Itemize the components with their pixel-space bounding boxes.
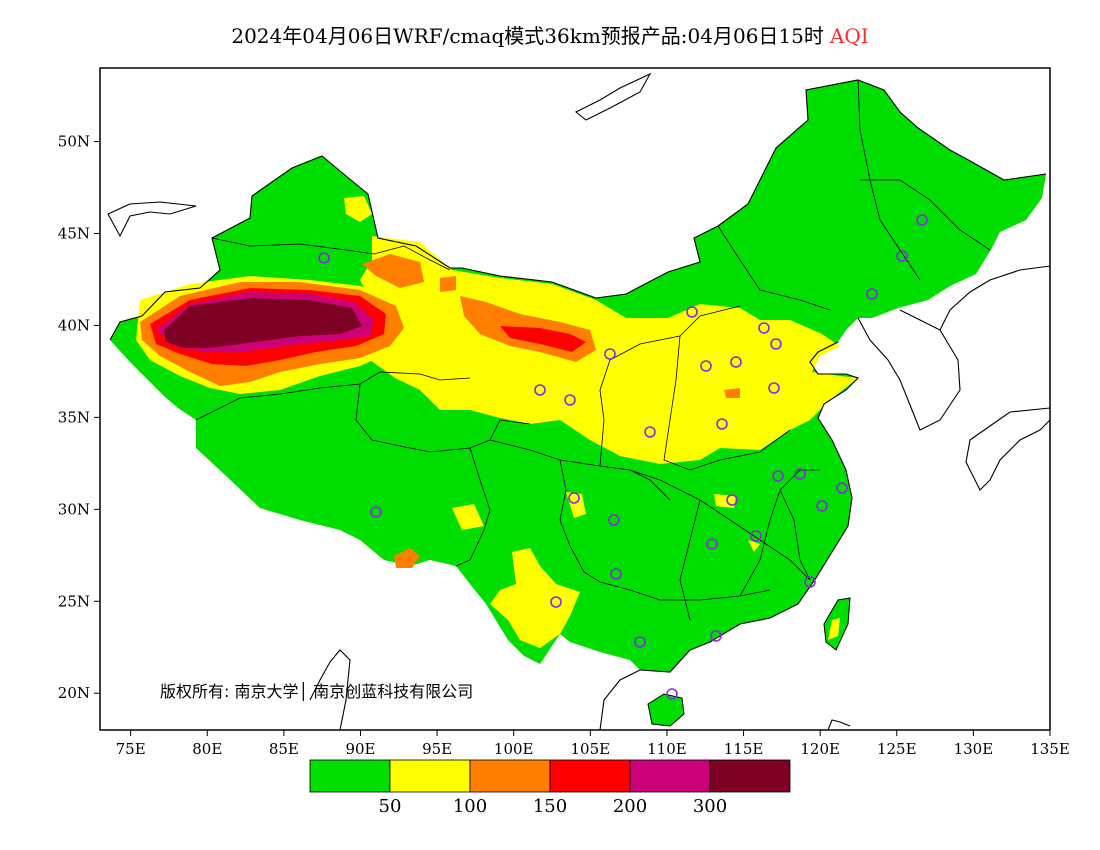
- coastlines: [107, 72, 1051, 731]
- x-tick-label: 85E: [269, 740, 299, 758]
- y-tick-label: 45N: [58, 225, 90, 243]
- station-marker: [604, 348, 616, 360]
- station-marker: [534, 384, 546, 396]
- aqi-zone-red-gansu: [500, 326, 586, 352]
- legend-label: 50: [379, 796, 402, 817]
- station-marker: [568, 492, 580, 504]
- copyright-text: 版权所有: 南京大学│ 南京创蓝科技有限公司: [160, 681, 473, 701]
- aqi-zone-yellow-central: [452, 492, 760, 552]
- title-variable: AQI: [829, 24, 869, 48]
- station-marker: [772, 470, 784, 482]
- y-tick-label: 35N: [58, 408, 90, 426]
- y-tick-label: 20N: [58, 684, 90, 702]
- monitoring-stations: [318, 214, 928, 700]
- legend-swatch: [709, 759, 791, 793]
- legend-swatch: [469, 759, 551, 793]
- title-text: 2024年04月06日WRF/cmaq模式36km预报产品:04月06日15时: [231, 24, 824, 48]
- station-marker: [370, 506, 382, 518]
- station-marker: [750, 530, 762, 542]
- y-tick-label: 25N: [58, 592, 90, 610]
- legend-swatch: [629, 759, 711, 793]
- x-tick-label: 115E: [724, 740, 764, 758]
- station-marker: [686, 306, 698, 318]
- hainan-island: [647, 693, 685, 727]
- y-axis: 20N 25N 30N 35N 40N 45N 50N: [58, 133, 100, 702]
- legend-label: 200: [613, 796, 647, 817]
- station-marker: [550, 596, 562, 608]
- station-marker: [866, 288, 878, 300]
- station-marker: [644, 426, 656, 438]
- aqi-legend: 50 100 150 200 300: [309, 759, 791, 817]
- station-marker: [768, 382, 780, 394]
- y-tick-label: 30N: [58, 500, 90, 518]
- station-marker: [608, 514, 620, 526]
- station-marker: [700, 360, 712, 372]
- station-marker: [770, 338, 782, 350]
- province-boundaries: [195, 79, 991, 621]
- x-tick-label: 100E: [494, 740, 534, 758]
- x-tick-label: 90E: [345, 740, 375, 758]
- legend-label: 100: [453, 796, 487, 817]
- y-tick-label: 40N: [58, 316, 90, 334]
- taiwan-yellow: [828, 618, 840, 640]
- station-marker: [794, 468, 806, 480]
- x-tick-label: 130E: [954, 740, 994, 758]
- station-marker: [318, 252, 330, 264]
- y-tick-label: 50N: [58, 133, 90, 151]
- station-marker: [816, 500, 828, 512]
- station-marker: [666, 688, 678, 700]
- x-tick-label: 75E: [116, 740, 146, 758]
- aqi-zone-maroon: [164, 298, 362, 348]
- legend-label: 150: [533, 796, 567, 817]
- station-marker: [804, 576, 816, 588]
- legend-swatch: [309, 759, 391, 793]
- x-tick-label: 135E: [1030, 740, 1070, 758]
- x-tick-label: 105E: [571, 740, 611, 758]
- station-marker: [836, 482, 848, 494]
- map-title: 2024年04月06日WRF/cmaq模式36km预报产品:04月06日15时 A…: [0, 20, 1100, 49]
- aqi-zone-yellow-xinjiang-n: [344, 196, 372, 222]
- station-marker: [706, 538, 718, 550]
- x-tick-label: 125E: [877, 740, 917, 758]
- x-tick-label: 120E: [800, 740, 840, 758]
- x-tick-label: 110E: [647, 740, 687, 758]
- aqi-zone-yellow-north: [360, 236, 858, 464]
- station-marker: [634, 636, 646, 648]
- aqi-zone-yellow-yunnan: [490, 548, 580, 648]
- station-marker: [710, 630, 722, 642]
- station-marker: [730, 356, 742, 368]
- station-marker: [564, 394, 576, 406]
- legend-swatch: [549, 759, 631, 793]
- x-tick-label: 80E: [192, 740, 222, 758]
- station-marker: [610, 568, 622, 580]
- aqi-zone-orange-north: [362, 254, 456, 292]
- x-tick-label: 95E: [422, 740, 452, 758]
- station-marker: [758, 322, 770, 334]
- station-marker: [726, 494, 738, 506]
- x-axis: 75E 80E 85E 90E 95E 100E 105E 110E 115E 120E 125E 1…: [116, 730, 1070, 758]
- plot-frame: [99, 67, 1051, 731]
- legend-swatch: [389, 759, 471, 793]
- station-marker: [716, 418, 728, 430]
- station-marker: [896, 250, 908, 262]
- legend-label: 300: [693, 796, 727, 817]
- station-marker: [916, 214, 928, 226]
